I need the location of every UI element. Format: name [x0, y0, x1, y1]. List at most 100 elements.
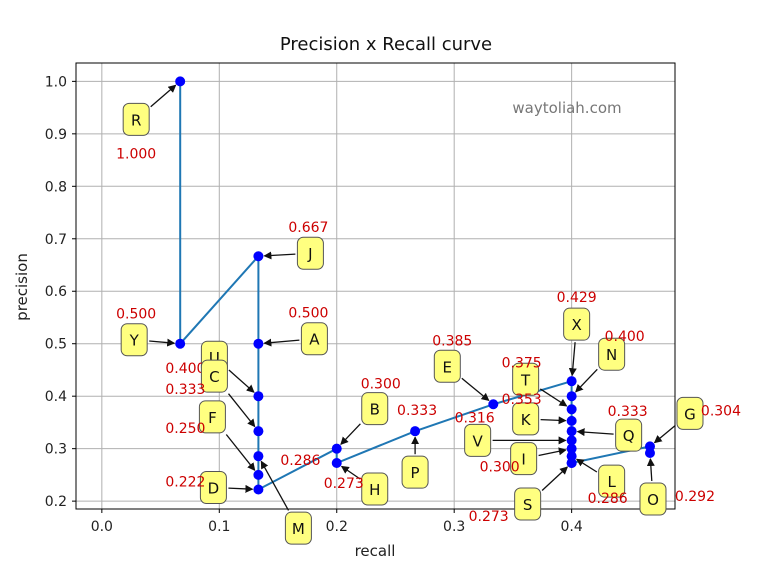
annotation-box	[284, 511, 312, 545]
annotation-value: 0.385	[432, 333, 472, 349]
annotation: F0.250	[165, 400, 256, 471]
data-point	[331, 443, 342, 454]
y-axis-label: precision	[13, 253, 31, 321]
data-points	[175, 76, 655, 495]
annotation-arrow	[225, 434, 256, 471]
data-point	[488, 399, 499, 410]
y-tick-label: 0.7	[45, 232, 67, 248]
annotation-value: 1.000	[116, 146, 156, 162]
annotation-label: Y	[129, 332, 140, 350]
annotation-box	[433, 349, 461, 383]
annotation-box	[639, 482, 667, 516]
annotation-label: R	[131, 111, 141, 129]
annotation: O 0.292	[639, 458, 715, 516]
annotation: A 0.500	[263, 306, 328, 356]
annotation: M 0.286	[260, 453, 321, 545]
annotation: N0.400	[575, 329, 645, 393]
annotation: S 0.273	[469, 466, 569, 525]
annotation-label: C	[209, 368, 219, 386]
annotation-label: V	[473, 432, 484, 450]
y-tick-label: 0.3	[45, 442, 67, 458]
watermark: waytoliah.com	[512, 99, 621, 117]
annotation-label: D	[208, 479, 220, 497]
annotation-value: 0.667	[288, 220, 328, 236]
annotation: I0.300	[480, 442, 567, 476]
data-point	[566, 376, 577, 387]
annotation-value: 0.316	[455, 410, 495, 426]
annotation-arrow	[538, 447, 567, 457]
annotation-value: 0.250	[165, 421, 205, 437]
annotation-value: 0.333	[608, 404, 648, 420]
annotation-box	[512, 362, 540, 396]
annotation-label: A	[309, 331, 320, 349]
annotation-value: 0.300	[480, 460, 520, 476]
annotation-arrow	[227, 393, 256, 428]
annotation-label: B	[370, 401, 380, 419]
y-tick-label: 0.2	[45, 494, 67, 510]
data-point	[253, 469, 264, 480]
annotation-box	[120, 323, 148, 357]
annotation-value: 0.333	[165, 382, 205, 398]
annotation-arrow	[575, 368, 598, 393]
annotation-box	[598, 337, 626, 371]
y-tick-label: 0.8	[45, 179, 67, 195]
annotation-value: 0.286	[588, 491, 628, 507]
annotation-arrow	[653, 424, 676, 444]
annotation-value: 0.400	[605, 329, 645, 345]
annotation-value: 0.286	[280, 453, 320, 469]
data-point	[253, 426, 264, 437]
annotation-arrow	[263, 338, 300, 347]
annotation-box	[296, 236, 324, 270]
annotation-value: 0.333	[397, 403, 437, 419]
y-tick-label: 1.0	[45, 74, 67, 90]
annotation-label: K	[521, 411, 532, 429]
annotation-arrow	[575, 458, 598, 473]
annotation-arrow	[540, 416, 567, 425]
x-tick-label: 0.2	[326, 519, 348, 535]
annotation-arrow	[228, 484, 254, 493]
x-tick-label: 0.1	[208, 519, 230, 535]
data-point	[644, 448, 655, 459]
annotation: B 0.300	[340, 377, 401, 446]
data-point	[410, 426, 421, 437]
annotation-label: U	[209, 349, 220, 367]
annotation-value: 0.353	[502, 392, 542, 408]
annotation: G 0.304	[653, 396, 741, 444]
annotation-value: 0.304	[701, 403, 741, 419]
data-point	[253, 451, 264, 462]
annotation: K 0.353	[502, 392, 567, 436]
data-point	[175, 76, 186, 87]
annotation-value: 0.273	[469, 509, 509, 525]
annotation-box	[401, 455, 429, 489]
annotation-value: 0.300	[361, 377, 401, 393]
annotation-box	[512, 402, 540, 436]
annotation-box	[122, 102, 150, 136]
annotation-box	[514, 487, 542, 521]
annotation-box	[199, 470, 227, 504]
y-tick-label: 0.6	[45, 284, 67, 300]
annotation-value: 0.400	[165, 361, 205, 377]
annotation: H 0.273	[324, 465, 389, 506]
annotation-arrow	[568, 342, 577, 377]
data-point	[175, 338, 186, 349]
chart-title: Precision x Recall curve	[280, 34, 492, 55]
y-tick-label: 0.4	[45, 389, 67, 405]
annotation-arrow	[539, 388, 568, 407]
annotation-label: Q	[623, 427, 635, 445]
annotation-value: 0.292	[675, 489, 715, 505]
annotation-label: H	[369, 481, 380, 499]
data-point	[566, 391, 577, 402]
annotation-label: X	[572, 316, 582, 334]
annotation: P 0.333	[397, 403, 437, 489]
annotation: T0.375	[502, 355, 568, 407]
annotation-box	[615, 418, 643, 452]
data-point	[566, 415, 577, 426]
annotation-label: N	[606, 346, 617, 364]
data-point	[253, 391, 264, 402]
annotation-box	[598, 464, 626, 498]
annotation: X 0.429	[557, 290, 597, 377]
x-tick-label: 0.3	[443, 519, 465, 535]
annotation-label: G	[684, 405, 696, 423]
annotation-arrow	[228, 369, 255, 393]
